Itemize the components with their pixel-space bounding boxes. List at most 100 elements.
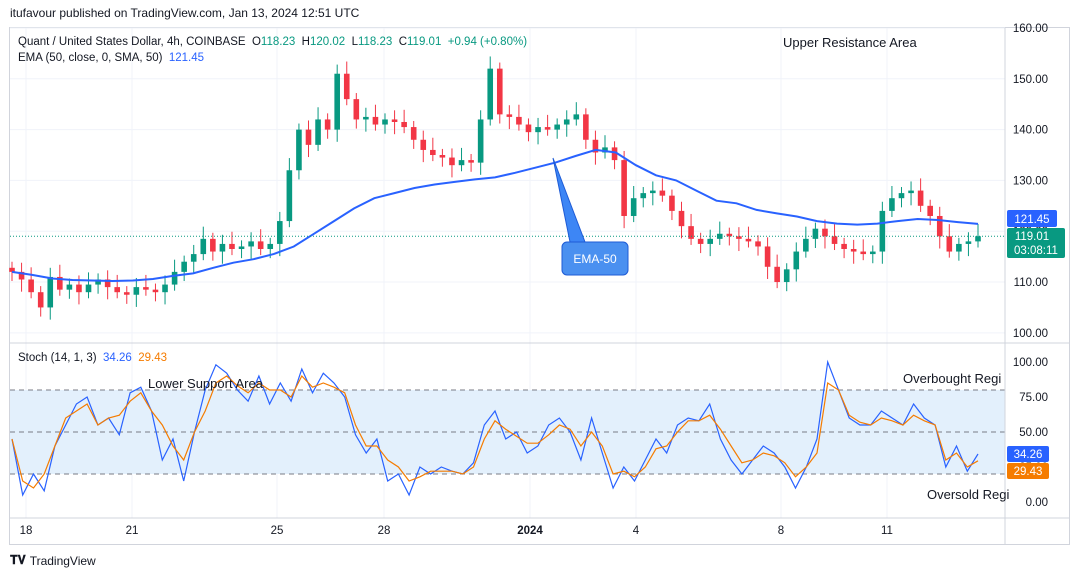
candle-body bbox=[764, 246, 771, 267]
candle-body bbox=[66, 284, 73, 290]
price-tick-label: 110.00 bbox=[1014, 277, 1048, 289]
candle-body bbox=[554, 124, 560, 130]
candle-body bbox=[745, 238, 752, 242]
candle-body bbox=[946, 236, 953, 252]
candle-body bbox=[477, 119, 484, 163]
close-label: C bbox=[398, 36, 408, 48]
candle-body bbox=[372, 116, 379, 125]
overbought-label: Overbought Regi bbox=[903, 371, 1001, 386]
price-tick-label: 150.00 bbox=[1013, 74, 1048, 86]
candle-body bbox=[401, 121, 407, 128]
candle-body bbox=[850, 249, 857, 252]
candle-body bbox=[496, 68, 503, 115]
ema-price-tag: 121.45 bbox=[1014, 214, 1049, 226]
tradingview-logo-icon: 𝐓𝐕 bbox=[10, 553, 26, 567]
candle-body bbox=[917, 190, 924, 206]
stoch-d-value: 29.43 bbox=[138, 352, 167, 364]
candle-body bbox=[583, 114, 589, 140]
candle-body bbox=[640, 193, 647, 199]
candle-body bbox=[602, 147, 608, 153]
time-axis-ticks: 18 21 25 28 2024 4 8 11 bbox=[20, 525, 893, 537]
candle-body bbox=[898, 193, 905, 199]
candle-body bbox=[525, 124, 532, 133]
stoch-d-tag-bg bbox=[1007, 463, 1049, 479]
stoch-legend-label[interactable]: Stoch (14, 1, 3) bbox=[18, 352, 97, 364]
time-tick-label: 28 bbox=[378, 525, 391, 537]
candle-body bbox=[190, 254, 197, 262]
candle-body bbox=[238, 246, 245, 250]
candle-body bbox=[516, 116, 522, 125]
high-value: 120.02 bbox=[309, 36, 346, 48]
footer-brand[interactable]: 𝐓𝐕 TradingView bbox=[10, 553, 96, 568]
candle-body bbox=[28, 279, 34, 293]
candle-body bbox=[889, 198, 895, 211]
ema-legend-label[interactable]: EMA (50, close, 0, SMA, 50) bbox=[18, 52, 163, 64]
candle-body bbox=[123, 292, 130, 295]
publisher-line: itufavour published on TradingView.com, … bbox=[10, 6, 360, 20]
high-label: H bbox=[301, 36, 310, 48]
candle-body bbox=[286, 170, 293, 222]
candle-body bbox=[535, 127, 541, 133]
candle-body bbox=[936, 215, 943, 237]
candle-body bbox=[965, 241, 972, 244]
ema-legend-value: 121.45 bbox=[168, 52, 205, 64]
candle-body bbox=[305, 129, 312, 145]
close-value: 119.01 bbox=[407, 36, 442, 48]
tradingview-brand-text: TradingView bbox=[29, 553, 96, 568]
low-value: 118.23 bbox=[357, 36, 393, 48]
time-tick-label: 4 bbox=[633, 525, 640, 537]
stoch-tick-label: 75.00 bbox=[1019, 392, 1048, 404]
candle-body bbox=[382, 119, 388, 125]
candle-body bbox=[200, 238, 207, 255]
candle-body bbox=[783, 269, 790, 283]
candle-body bbox=[975, 236, 981, 242]
candles bbox=[9, 56, 981, 320]
candle-body bbox=[363, 116, 369, 120]
open-label: O bbox=[251, 36, 261, 48]
candle-body bbox=[181, 261, 187, 272]
stoch-legend[interactable]: Stoch (14, 1, 3) 34.26 29.43 bbox=[18, 352, 167, 364]
candle-body bbox=[47, 276, 54, 308]
ema-callout-box bbox=[561, 241, 629, 276]
ema-line bbox=[11, 148, 979, 283]
ema-callout-label: EMA-50 bbox=[573, 252, 617, 266]
ema-price-tag-bg bbox=[1007, 210, 1057, 227]
price-tick-label: 130.00 bbox=[1013, 175, 1048, 187]
symbol-label[interactable]: Quant / United States Dollar, 4h, COINBA… bbox=[18, 36, 246, 48]
candle-body bbox=[630, 198, 637, 216]
candle-body bbox=[650, 190, 656, 194]
candle-body bbox=[736, 236, 742, 239]
stoch-k-tag-bg bbox=[1007, 446, 1049, 462]
candle-body bbox=[803, 238, 809, 252]
candle-body bbox=[927, 205, 933, 216]
candle-body bbox=[343, 73, 350, 100]
candle-body bbox=[669, 195, 675, 211]
stoch-d-tag: 29.43 bbox=[1014, 466, 1043, 478]
candle-body bbox=[420, 139, 427, 150]
candle-body bbox=[143, 287, 149, 290]
candle-body bbox=[95, 279, 101, 285]
time-tick-label: 25 bbox=[271, 525, 284, 537]
candle-body bbox=[755, 241, 761, 247]
close-price-tag: 119.01 bbox=[1015, 231, 1049, 243]
candle-body bbox=[563, 119, 570, 125]
candle-countdown: 03:08:11 bbox=[1014, 245, 1058, 257]
candle-body bbox=[621, 160, 627, 216]
candle-body bbox=[487, 68, 494, 120]
candle-body bbox=[726, 233, 733, 237]
candle-body bbox=[37, 292, 44, 308]
candle-body bbox=[449, 157, 455, 166]
candle-body bbox=[573, 114, 580, 120]
candle-body bbox=[57, 276, 63, 290]
ema-legend[interactable]: EMA (50, close, 0, SMA, 50) 121.45 bbox=[18, 52, 204, 64]
candle-body bbox=[879, 210, 886, 252]
candle-body bbox=[659, 190, 666, 196]
candle-body bbox=[869, 251, 876, 255]
candle-body bbox=[793, 251, 800, 270]
candle-body bbox=[114, 287, 121, 293]
oversold-label: Oversold Regi bbox=[927, 487, 1009, 502]
candle-body bbox=[468, 160, 474, 163]
candle-body bbox=[697, 238, 704, 244]
candle-body bbox=[611, 147, 618, 161]
